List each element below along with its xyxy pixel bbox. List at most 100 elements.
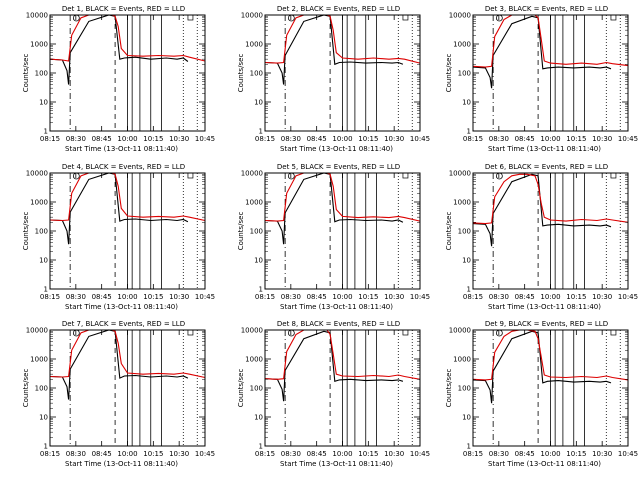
x-tick-label: 10:30 <box>384 293 404 301</box>
series-line-events <box>49 172 189 245</box>
chart-title: Det 6, BLACK = Events, RED = LLD <box>485 163 608 171</box>
y-tick-label: 1 <box>259 128 263 136</box>
x-tick-label: 10:00 <box>540 293 560 301</box>
series-line-events <box>264 330 404 402</box>
x-tick-label: 08:45 <box>307 135 327 143</box>
y-axis-label: Counts/sec <box>237 54 245 93</box>
y-tick-label: 100 <box>458 70 471 78</box>
x-tick-label: 10:30 <box>169 135 189 143</box>
marker-circle-tag <box>287 329 295 337</box>
marker-box-tag <box>610 172 617 179</box>
chart-title: Det 1, BLACK = Events, RED = LLD <box>62 5 185 13</box>
y-tick-label: 1000 <box>30 199 48 207</box>
series-line-events <box>264 14 404 85</box>
x-tick-label: 08:30 <box>281 293 301 301</box>
x-tick-label: 08:45 <box>515 293 535 301</box>
x-axis-label: Start Time (13-Oct-11 08:11:40) <box>65 303 178 311</box>
marker-box-tag <box>187 172 194 179</box>
y-tick-label: 10000 <box>241 170 263 178</box>
marker-circle-tag <box>287 14 295 22</box>
y-tick-label: 10 <box>254 414 263 422</box>
y-tick-label: 1000 <box>245 41 263 49</box>
x-tick-label: 08:30 <box>66 450 86 458</box>
chart-panel-2: Det 2, BLACK = Events, RED = LLD 1 10 100 10… <box>237 5 430 153</box>
x-tick-label: 08:15 <box>40 293 60 301</box>
y-tick-label: 10000 <box>449 327 471 335</box>
series-line-events <box>49 329 189 400</box>
y-tick-label: 100 <box>250 70 263 78</box>
marker-box-tag <box>402 14 409 21</box>
marker-circle-tag <box>495 14 503 22</box>
y-tick-label: 100 <box>35 70 48 78</box>
y-axis-label: Counts/sec <box>445 212 453 251</box>
y-tick-label: 1000 <box>453 356 471 364</box>
x-tick-label: 08:30 <box>489 135 509 143</box>
y-axis-label: Counts/sec <box>237 212 245 251</box>
y-tick-label: 10000 <box>26 327 48 335</box>
x-tick-label: 08:30 <box>281 450 301 458</box>
y-tick-label: 1 <box>44 128 48 136</box>
y-tick-label: 100 <box>250 385 263 393</box>
x-tick-label: 10:30 <box>592 293 612 301</box>
x-axis-label: Start Time (13-Oct-11 08:11:40) <box>280 145 393 153</box>
series-line-lld <box>472 173 629 225</box>
y-axis-label: Counts/sec <box>445 54 453 93</box>
chart-title: Det 7, BLACK = Events, RED = LLD <box>62 320 185 328</box>
chart-panel-7: Det 7, BLACK = Events, RED = LLD 1 10 100 10… <box>22 320 215 468</box>
x-tick-label: 10:15 <box>566 450 586 458</box>
x-tick-label: 08:45 <box>92 450 112 458</box>
x-tick-label: 10:45 <box>618 450 638 458</box>
x-tick-label: 10:00 <box>117 135 137 143</box>
x-tick-label: 10:30 <box>169 293 189 301</box>
y-tick-label: 10000 <box>241 12 263 20</box>
x-tick-label: 08:45 <box>307 450 327 458</box>
x-tick-label: 10:45 <box>410 450 430 458</box>
chart-panel-1: Det 1, BLACK = Events, RED = LLD 1 10 100 10… <box>22 5 215 153</box>
y-tick-label: 100 <box>458 385 471 393</box>
y-axis-label: Counts/sec <box>22 212 30 251</box>
x-tick-label: 10:45 <box>195 135 215 143</box>
y-tick-label: 10 <box>462 414 471 422</box>
x-tick-label: 10:15 <box>143 293 163 301</box>
series-line-events <box>264 172 404 245</box>
y-tick-label: 100 <box>35 385 48 393</box>
y-axis-label: Counts/sec <box>237 369 245 408</box>
x-tick-label: 08:15 <box>463 135 483 143</box>
marker-box-tag <box>402 329 409 336</box>
x-tick-label: 08:30 <box>489 293 509 301</box>
marker-circle-tag <box>495 172 503 180</box>
chart-title: Det 2, BLACK = Events, RED = LLD <box>277 5 400 13</box>
x-tick-label: 08:15 <box>40 450 60 458</box>
x-axis-label: Start Time (13-Oct-11 08:11:40) <box>488 145 601 153</box>
x-axis-label: Start Time (13-Oct-11 08:11:40) <box>488 460 601 468</box>
y-tick-label: 10 <box>254 257 263 265</box>
y-tick-label: 10000 <box>241 327 263 335</box>
series-line-lld <box>472 14 629 68</box>
y-tick-label: 1000 <box>453 199 471 207</box>
x-tick-label: 10:00 <box>540 135 560 143</box>
x-tick-label: 10:45 <box>410 135 430 143</box>
marker-circle-tag <box>72 172 80 180</box>
x-tick-label: 08:30 <box>281 135 301 143</box>
chart-title: Det 5, BLACK = Events, RED = LLD <box>277 163 400 171</box>
x-tick-label: 08:30 <box>66 293 86 301</box>
x-tick-label: 08:15 <box>463 293 483 301</box>
marker-box-tag <box>610 329 617 336</box>
chart-panel-9: Det 9, BLACK = Events, RED = LLD 1 10 100 10… <box>445 320 638 468</box>
y-tick-label: 10000 <box>26 12 48 20</box>
y-tick-label: 10 <box>254 99 263 107</box>
y-tick-label: 1 <box>467 286 471 294</box>
x-tick-label: 10:00 <box>117 450 137 458</box>
y-tick-label: 100 <box>35 228 48 236</box>
chart-panel-5: Det 5, BLACK = Events, RED = LLD 1 10 100 10… <box>237 163 430 311</box>
y-tick-label: 10 <box>462 99 471 107</box>
x-tick-label: 10:15 <box>358 293 378 301</box>
y-tick-label: 100 <box>250 228 263 236</box>
x-tick-label: 10:15 <box>358 135 378 143</box>
x-tick-label: 08:45 <box>92 135 112 143</box>
x-axis-label: Start Time (13-Oct-11 08:11:40) <box>65 460 178 468</box>
marker-box-tag <box>610 14 617 21</box>
series-line-events <box>49 14 189 85</box>
series-line-lld <box>49 329 206 379</box>
